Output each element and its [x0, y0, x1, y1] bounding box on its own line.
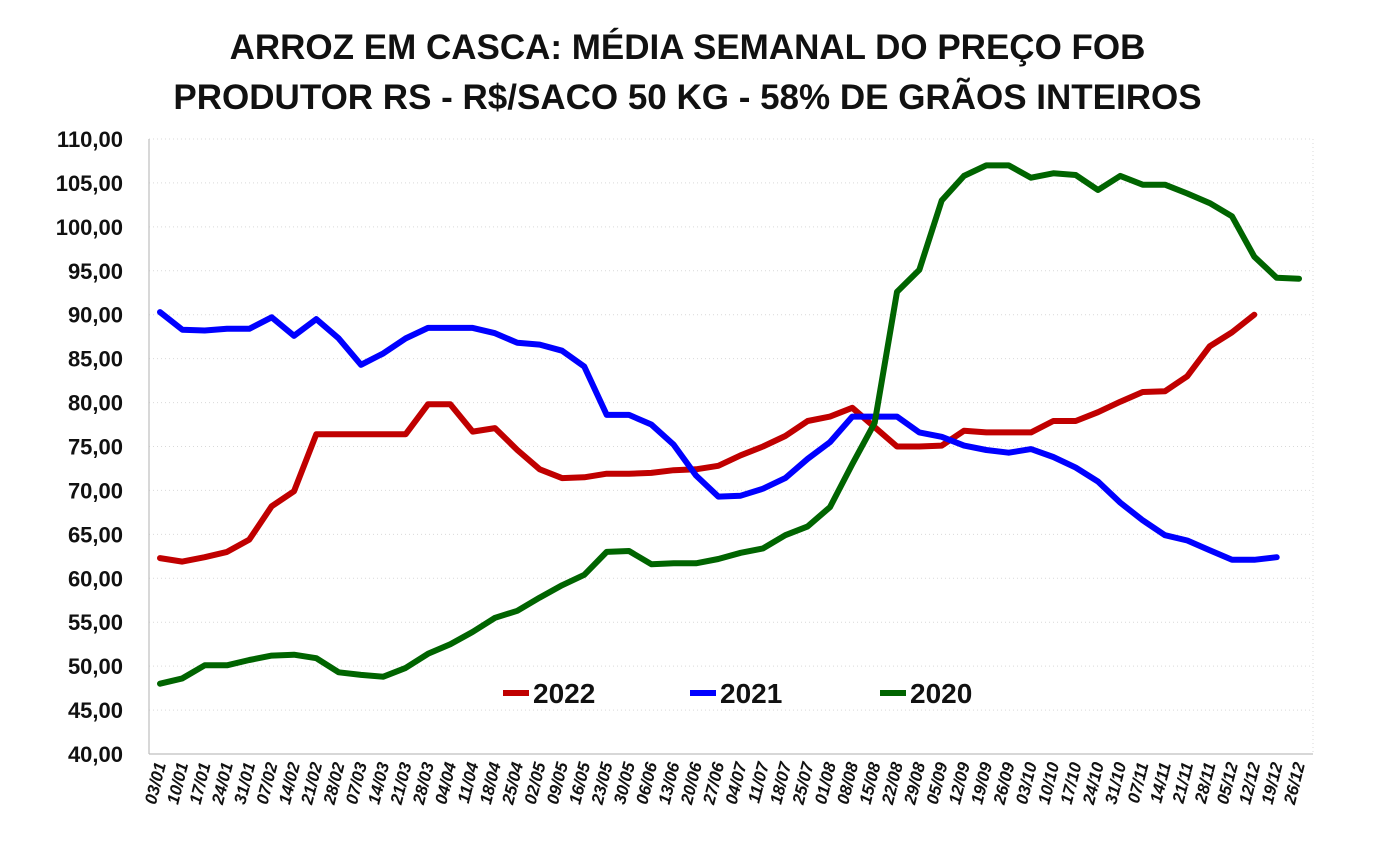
chart-title-line-1: ARROZ EM CASCA: MÉDIA SEMANAL DO PREÇO F… [229, 28, 1146, 67]
y-tick-label: 80,00 [68, 391, 123, 416]
y-tick-label: 100,00 [56, 215, 123, 240]
legend-label-2022: 2022 [533, 678, 595, 709]
y-tick-label: 70,00 [68, 478, 123, 503]
chart-title-line-2: PRODUTOR RS - R$/SACO 50 KG - 58% DE GRÃ… [173, 78, 1202, 117]
y-tick-label: 90,00 [68, 303, 123, 328]
y-tick-label: 85,00 [68, 347, 123, 372]
legend-label-2020: 2020 [910, 678, 972, 709]
y-tick-label: 95,00 [68, 259, 123, 284]
series-line-2021 [157, 309, 1280, 563]
y-tick-label: 40,00 [68, 742, 123, 767]
series-line-2022 [157, 311, 1258, 565]
y-tick-label: 75,00 [68, 435, 123, 460]
y-tick-label: 45,00 [68, 698, 123, 723]
y-tick-label: 55,00 [68, 610, 123, 635]
y-tick-label: 50,00 [68, 654, 123, 679]
legend-label-2021: 2021 [720, 678, 782, 709]
series-line-2020 [157, 162, 1302, 687]
y-tick-label: 65,00 [68, 522, 123, 547]
y-tick-label: 110,00 [57, 127, 123, 152]
y-tick-label: 105,00 [56, 171, 123, 196]
y-tick-label: 60,00 [68, 566, 123, 591]
